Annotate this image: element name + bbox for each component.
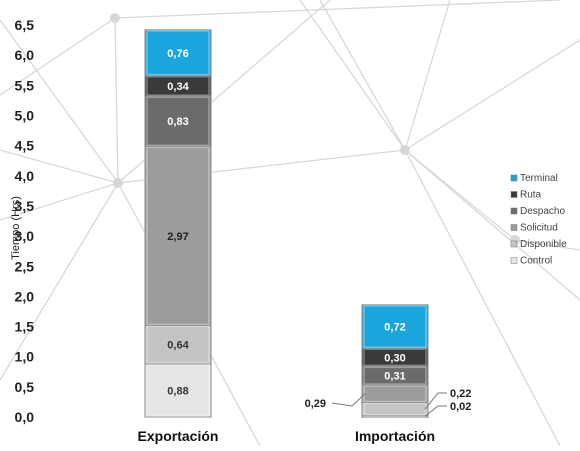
data-label: 0,30 — [384, 352, 405, 364]
bar-segment — [144, 145, 212, 326]
legend-label: Terminal — [520, 173, 558, 184]
y-axis: 0,0 0,5 1,0 1,5 2,0 2,5 3,0 3,5 4,0 4,5 5,0 5,5 6,0 6… — [10, 17, 435, 444]
legend-label: Solicitud — [520, 223, 558, 234]
background-line — [404, 0, 451, 151]
bar-segment-bevel — [363, 385, 427, 403]
bar-segment-bevel — [363, 366, 427, 385]
legend-swatch — [510, 224, 518, 231]
legend-swatch — [510, 191, 518, 198]
leader-line — [331, 393, 366, 407]
leader-line — [424, 392, 447, 410]
data-label: 0,83 — [167, 116, 188, 128]
bars — [144, 29, 429, 419]
y-tick-label: 0,5 — [15, 379, 35, 395]
leader-line — [424, 405, 447, 417]
bar-segment-bevel — [146, 364, 210, 417]
y-tick-label: 6,5 — [15, 17, 35, 33]
y-tick-label: 1,5 — [15, 319, 35, 335]
background-line — [404, 149, 561, 447]
background-line — [0, 182, 119, 221]
background-line — [404, 149, 580, 301]
y-tick-label: 3,5 — [15, 198, 35, 214]
legend: Terminal Ruta Despacho Solicitud Disponible C… — [510, 173, 567, 267]
data-label: 0,64 — [167, 340, 189, 352]
legend-label: Despacho — [520, 206, 565, 217]
data-label: 0,72 — [384, 322, 405, 334]
bar-segment — [361, 304, 429, 349]
background-line — [319, 0, 406, 151]
category-label: Exportación — [138, 428, 219, 444]
bar-segment-bevel — [363, 402, 427, 416]
background-line — [0, 19, 119, 184]
background-line — [404, 39, 580, 151]
data-label: 0,76 — [167, 48, 188, 60]
y-tick-label: 4,0 — [15, 168, 35, 184]
background-line — [114, 0, 561, 19]
bar-segment — [144, 363, 212, 418]
background-line — [299, 0, 406, 151]
legend-label: Ruta — [520, 190, 542, 201]
y-tick-label: 6,0 — [15, 47, 35, 63]
legend-swatch — [510, 207, 518, 215]
bar-segment-bevel — [146, 30, 210, 76]
y-tick-label: 5,0 — [15, 108, 35, 124]
bar-segment-bevel — [363, 305, 427, 349]
bar-segment-bevel — [363, 416, 427, 419]
background-line — [114, 17, 119, 184]
legend-label: Control — [520, 256, 552, 267]
data-label: 0,29 — [305, 398, 326, 410]
legend-swatch — [510, 174, 518, 182]
y-tick-label: 1,0 — [15, 349, 35, 365]
y-tick-label: 5,5 — [15, 77, 35, 93]
category-label: Importación — [355, 428, 435, 444]
legend-label: Disponible — [520, 239, 567, 250]
bar-segment-bevel — [146, 96, 210, 147]
y-axis-label: Tiempo (Hrs) — [10, 196, 22, 260]
y-tick-label: 4,5 — [15, 138, 35, 154]
data-label: 0,22 — [450, 388, 471, 400]
bar-segment — [144, 95, 212, 147]
background-line — [514, 239, 580, 251]
legend-swatch — [510, 257, 518, 264]
background-node — [113, 178, 123, 188]
background-node — [110, 13, 120, 23]
data-label: 2,97 — [167, 231, 188, 243]
y-tick-label: 2,5 — [15, 258, 35, 274]
data-label: 0,88 — [167, 385, 188, 397]
background-line — [0, 149, 119, 184]
data-label: 0,31 — [384, 371, 405, 383]
y-tick-label: 2,0 — [15, 288, 35, 304]
legend-swatch — [510, 240, 518, 248]
bar-segment-bevel — [146, 75, 210, 96]
bar-segment-bevel — [363, 348, 427, 367]
background-line — [0, 182, 119, 381]
data-label: 0,02 — [450, 401, 471, 413]
bar-segment — [361, 384, 429, 404]
background-line — [404, 149, 516, 241]
y-tick-label: 0,0 — [15, 409, 35, 425]
background-line — [0, 17, 116, 96]
data-labels: 0,88 0,64 2,97 0,83 0,34 0,76 0,020,22 0,29 0,31… — [167, 48, 471, 417]
bar-segment — [144, 29, 212, 77]
data-label: 0,34 — [167, 81, 189, 93]
background-node — [400, 145, 410, 155]
bar-segment-bevel — [146, 325, 210, 364]
bar-segment-bevel — [146, 146, 210, 326]
y-tick-label: 3,0 — [15, 228, 35, 244]
bar-segment — [361, 402, 429, 417]
